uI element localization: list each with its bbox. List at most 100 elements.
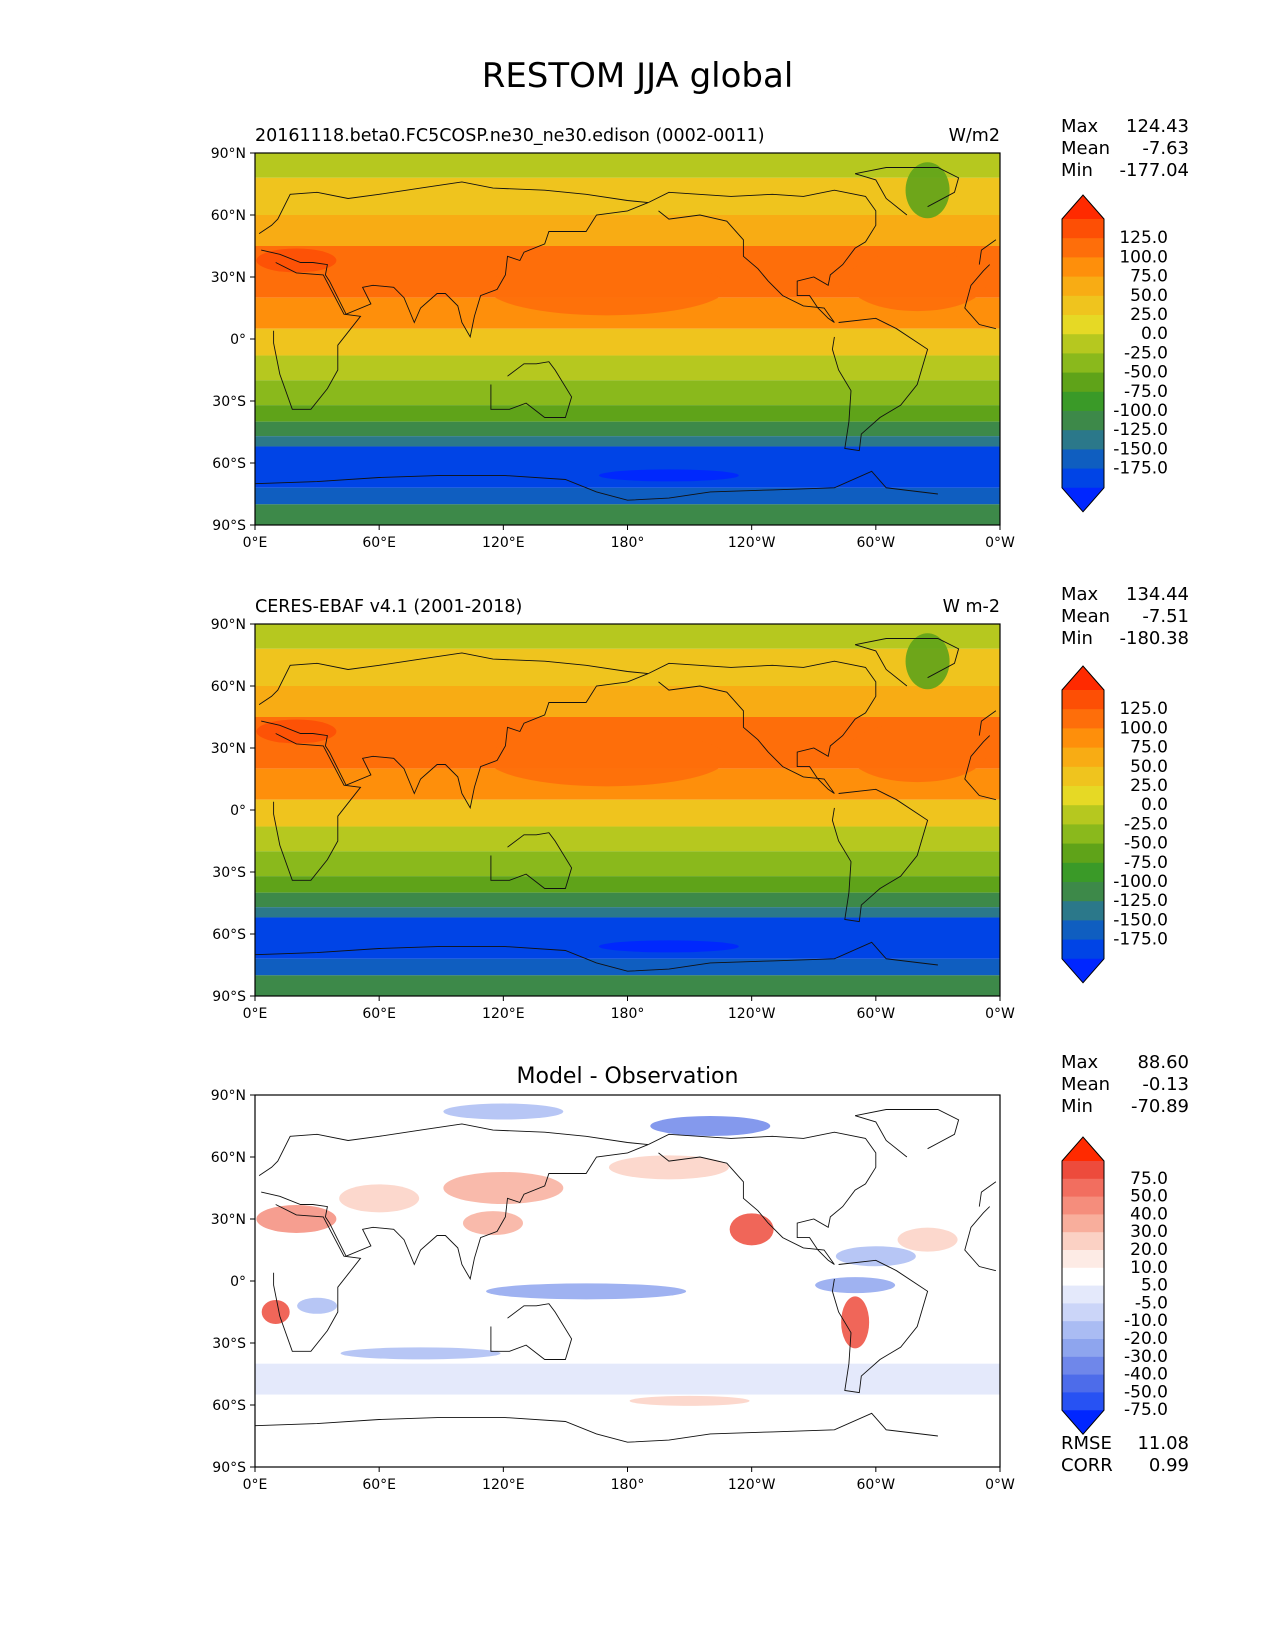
field-band (255, 624, 1000, 649)
colorbar-tick-label: 75.0 (1130, 1169, 1168, 1189)
colorbar-segment (1062, 920, 1104, 941)
colorbar-segment (1062, 843, 1104, 864)
lat-tick-label: 60°N (211, 679, 246, 695)
panel-left-title: 20161118.beta0.FC5COSP.ne30_ne30.edison … (255, 126, 765, 146)
field-band (255, 504, 1000, 525)
lon-tick-label: 180° (611, 1477, 645, 1493)
stat-corr: 0.99 (1148, 1455, 1189, 1476)
colorbar-segment (1062, 391, 1104, 412)
diff-blob (608, 1155, 729, 1180)
colorbar-tick-label: 75.0 (1130, 267, 1168, 287)
stat-label: Min (1061, 160, 1093, 181)
lon-tick-label: 60°E (362, 535, 396, 551)
field-band (255, 380, 1000, 406)
colorbar-segment (1062, 1392, 1104, 1411)
stat-min: -70.89 (1130, 1096, 1189, 1117)
colorbar-segment (1062, 862, 1104, 883)
panel-units: W/m2 (949, 126, 1000, 146)
lat-tick-label: 90°N (211, 617, 246, 633)
colorbar-tick-label: -20.0 (1124, 1329, 1168, 1349)
coastline (258, 1123, 997, 1281)
field-greenland (905, 633, 950, 690)
lat-tick-label: 90°N (211, 146, 246, 162)
colorbar-extend-top (1062, 1137, 1104, 1161)
diff-blob (339, 1184, 420, 1213)
colorbar-segment (1062, 276, 1104, 297)
lon-tick-label: 60°W (856, 1006, 895, 1022)
figure-title: RESTOM JJA global (481, 56, 794, 96)
colorbar-tick-label: 125.0 (1119, 699, 1168, 719)
field-band (255, 436, 1000, 447)
colorbar-segment (1062, 1214, 1104, 1233)
colorbar-segment (1062, 1267, 1104, 1287)
field-min-south (598, 469, 739, 482)
diff-blob (261, 1300, 290, 1324)
lon-tick-label: 120°W (728, 535, 776, 551)
diff-blob (629, 1395, 750, 1406)
colorbar-segment (1062, 1321, 1104, 1340)
colorbar-segment (1062, 1250, 1104, 1269)
colorbar-tick-label: -10.0 (1124, 1311, 1168, 1331)
coastline (831, 788, 929, 923)
diff-blob (650, 1116, 771, 1136)
lon-tick-label: 180° (611, 535, 645, 551)
colorbar-tick-label: -5.0 (1135, 1293, 1168, 1313)
lat-tick-label: 30°S (212, 394, 246, 410)
field-band (255, 1363, 1000, 1395)
coastline (273, 262, 997, 410)
field-band (255, 421, 1000, 437)
map-area (255, 1095, 1000, 1467)
map-area (255, 153, 1000, 525)
colorbar-tick-label: -150.0 (1113, 910, 1168, 930)
lat-tick-label: 30°S (212, 865, 246, 881)
colorbar-tick-label: -50.0 (1124, 834, 1168, 854)
colorbar-tick-label: 50.0 (1130, 757, 1168, 777)
colorbar-segment (1062, 468, 1104, 489)
colorbar-outline (1061, 665, 1105, 984)
field-band (255, 355, 1000, 381)
colorbar-segment (1062, 939, 1104, 960)
stat-max: 88.60 (1137, 1052, 1189, 1073)
lon-tick-label: 120°E (482, 1477, 525, 1493)
field-max-pacific (486, 259, 727, 316)
lat-tick-label: 0° (230, 332, 246, 348)
lon-tick-label: 120°E (482, 535, 525, 551)
diff-blob (841, 1296, 870, 1349)
coastline (258, 652, 997, 810)
field-band (255, 892, 1000, 908)
colorbar-tick-label: 75.0 (1130, 738, 1168, 758)
stat-label: Mean (1061, 138, 1111, 159)
field-band (255, 487, 1000, 505)
field-band (255, 1095, 1000, 1116)
stat-rmse: 11.08 (1137, 1433, 1189, 1454)
colorbar-segment (1062, 411, 1104, 431)
colorbar-segment (1062, 449, 1104, 470)
colorbar-tick-label: -125.0 (1113, 891, 1168, 911)
field-band (255, 1394, 1000, 1467)
colorbar-segment (1062, 690, 1104, 710)
colorbar-tick-label: 20.0 (1130, 1240, 1168, 1260)
stat-min: -177.04 (1119, 160, 1189, 181)
stats-panel-model: Max 124.43 Mean -7.63 Min -177.04 (1061, 116, 1189, 182)
colorbar-segment (1062, 257, 1104, 278)
colorbar-tick-label: 0.0 (1141, 795, 1168, 815)
coastline (831, 317, 929, 452)
coastline (255, 941, 938, 972)
colorbar-segment (1062, 1178, 1104, 1198)
colorbar-tick-label: -40.0 (1124, 1365, 1168, 1385)
coastline (258, 181, 997, 339)
diff-blob (443, 1103, 564, 1120)
lat-tick-label: 60°S (212, 456, 246, 472)
colorbar-extend-top (1062, 195, 1104, 219)
colorbar-tick-label: 50.0 (1130, 1187, 1168, 1207)
colorbar-tick-label: 25.0 (1130, 305, 1168, 325)
stat-label: Mean (1061, 1074, 1111, 1095)
lat-tick-label: 30°N (211, 741, 246, 757)
map-area (255, 624, 1000, 996)
colorbar-tick-label: -50.0 (1124, 363, 1168, 383)
colorbar-segment (1062, 882, 1104, 902)
colorbar-tick-label: 25.0 (1130, 776, 1168, 796)
lat-tick-label: 60°S (212, 1398, 246, 1414)
stat-label: Max (1061, 116, 1099, 137)
field-band (255, 799, 1000, 827)
